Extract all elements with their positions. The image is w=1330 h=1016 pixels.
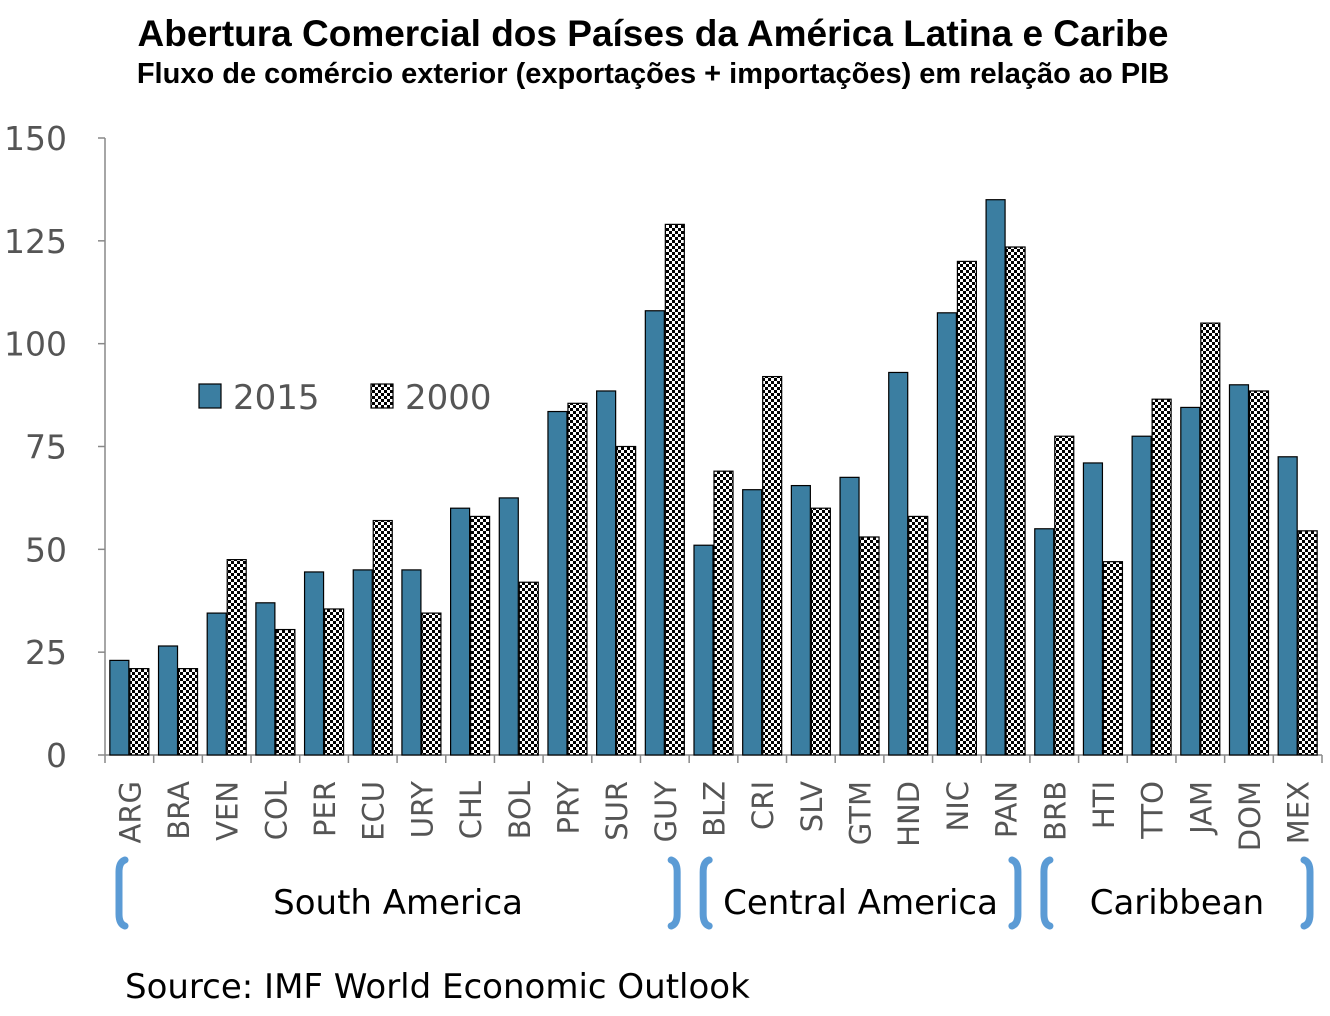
x-tick-label: SUR	[600, 781, 634, 841]
source-note: Source: IMF World Economic Outlook	[125, 967, 750, 1007]
x-tick-label: BOL	[503, 781, 537, 839]
y-tick-label: 100	[4, 325, 67, 364]
bar-2015-ARG	[109, 659, 130, 756]
bar-2015-BLZ	[693, 544, 714, 756]
x-tick-label: MEX	[1282, 781, 1316, 844]
region-label: Caribbean	[1089, 883, 1265, 923]
region-label: Central America	[723, 883, 998, 923]
legend-swatch-2000	[370, 383, 394, 409]
legend-label-2015: 2015	[233, 378, 320, 418]
bar-2000-SUR	[616, 445, 637, 756]
bar-2015-ECU	[352, 569, 373, 756]
bar-2000-JAM	[1200, 322, 1221, 756]
bar-2015-VEN	[206, 612, 227, 756]
x-tick-label: CHL	[454, 781, 488, 839]
bar-2000-DOM	[1248, 390, 1270, 756]
x-tick-label: HND	[892, 781, 926, 847]
bar-2000-COL	[275, 628, 296, 756]
bar-2000-CRI	[762, 375, 783, 756]
group-bracket	[667, 856, 681, 930]
x-tick-label: TTO	[1136, 781, 1170, 840]
group-bracket	[115, 856, 129, 930]
bar-2015-JAM	[1180, 406, 1201, 756]
x-tick-label: COL	[259, 781, 293, 840]
bar-2000-MEX	[1297, 530, 1318, 756]
bar-2015-NIC	[936, 312, 958, 756]
bar-2000-TTO	[1151, 398, 1172, 756]
chart-title: Abertura Comercial dos Países da América…	[137, 13, 1169, 54]
bar-2000-ECU	[372, 519, 393, 756]
bar-2015-CRI	[742, 489, 763, 756]
y-tick-label: 50	[25, 530, 67, 569]
bar-2015-MEX	[1277, 456, 1298, 756]
bar-2000-HTI	[1102, 561, 1124, 756]
x-tick-label: PER	[308, 781, 342, 837]
y-tick-label: 125	[4, 222, 67, 261]
bar-2015-GUY	[644, 310, 665, 756]
bar-2000-HND	[908, 515, 929, 756]
x-tick-label: ARG	[113, 781, 147, 843]
bar-2015-PER	[303, 571, 325, 756]
bar-2000-CHL	[470, 515, 491, 756]
x-tick-label: BRB	[1038, 781, 1072, 841]
bar-2015-HTI	[1082, 462, 1104, 756]
bar-2015-HND	[888, 371, 909, 756]
x-tick-label: URY	[405, 781, 439, 839]
x-tick-label: CRI	[746, 781, 780, 830]
bar-2000-GTM	[859, 536, 880, 756]
bar-2000-PRY	[567, 402, 588, 756]
legend-label-2000: 2000	[405, 378, 492, 418]
bar-2015-TTO	[1131, 435, 1152, 756]
bar-2015-GTM	[839, 476, 860, 756]
bar-2000-BRB	[1054, 435, 1075, 756]
bar-2000-BRA	[177, 668, 199, 756]
bar-2015-SLV	[790, 484, 811, 756]
y-tick-label: 150	[4, 119, 67, 158]
y-tick-label: 75	[25, 428, 67, 467]
group-bracket	[1300, 856, 1314, 930]
bar-2015-PRY	[547, 410, 568, 756]
x-tick-label: BLZ	[698, 781, 732, 837]
legend-swatch-2015	[198, 383, 222, 409]
bar-2015-URY	[401, 569, 422, 756]
bar-2000-ARG	[129, 668, 150, 756]
x-tick-label: DOM	[1233, 781, 1267, 851]
bar-2015-COL	[255, 602, 276, 756]
bar-2015-BRB	[1034, 528, 1055, 756]
bar-2015-DOM	[1228, 384, 1250, 756]
bar-2015-BRA	[157, 645, 179, 756]
bar-2000-URY	[421, 612, 442, 756]
x-tick-label: JAM	[1184, 781, 1218, 836]
x-tick-label: GTM	[844, 781, 878, 845]
y-tick-label: 25	[25, 633, 67, 672]
bar-2000-SLV	[810, 507, 831, 756]
bar-2000-NIC	[956, 260, 978, 756]
bar-2015-CHL	[450, 507, 471, 756]
bar-2000-BLZ	[713, 470, 734, 756]
bar-2000-PER	[323, 608, 345, 756]
x-tick-label: PRY	[551, 781, 585, 835]
group-bracket	[699, 856, 713, 930]
x-tick-label: VEN	[211, 781, 245, 841]
y-tick-label: 0	[46, 736, 67, 775]
x-tick-label: ECU	[357, 781, 391, 841]
group-bracket	[1040, 856, 1054, 930]
bar-2000-GUY	[664, 223, 685, 756]
chart-subtitle: Fluxo de comércio exterior (exportações …	[136, 58, 1170, 90]
region-label: South America	[273, 883, 524, 923]
bar-2000-PAN	[1005, 246, 1026, 756]
x-tick-label: PAN	[990, 781, 1024, 838]
x-tick-label: GUY	[649, 781, 683, 843]
x-tick-label: HTI	[1087, 781, 1121, 829]
group-bracket	[1008, 856, 1022, 930]
bar-2015-PAN	[985, 199, 1006, 756]
x-tick-label: BRA	[162, 781, 196, 840]
bar-2015-BOL	[498, 497, 519, 756]
x-tick-label: SLV	[795, 781, 829, 832]
x-tick-label: NIC	[941, 781, 975, 832]
bar-2000-BOL	[518, 581, 539, 756]
bar-2000-VEN	[226, 559, 247, 756]
bar-2015-SUR	[596, 390, 617, 756]
